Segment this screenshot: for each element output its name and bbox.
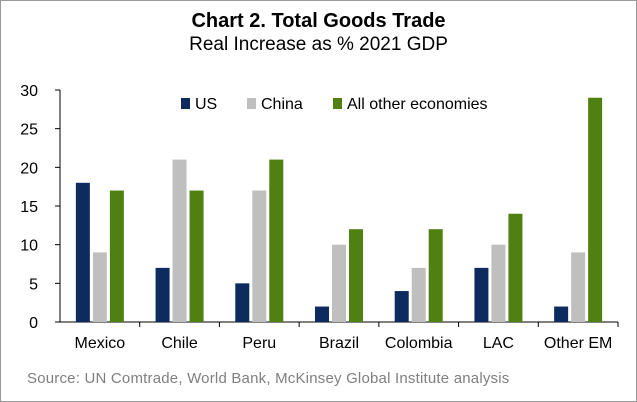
bar-us xyxy=(235,283,250,322)
bars xyxy=(75,97,603,322)
bar-us xyxy=(394,291,409,322)
legend-swatch xyxy=(247,98,256,109)
bar-china xyxy=(92,252,107,322)
chart-subtitle: Real Increase as % 2021 GDP xyxy=(189,34,448,55)
bar-china xyxy=(491,244,506,322)
bar-all-other-economies xyxy=(269,159,284,322)
x-tick-label: Chile xyxy=(161,335,198,352)
bar-all-other-economies xyxy=(508,213,523,322)
bar-all-other-economies xyxy=(109,190,124,322)
legend-swatch xyxy=(333,98,342,109)
bar-all-other-economies xyxy=(428,229,443,322)
bar-all-other-economies xyxy=(588,97,603,322)
bar-us xyxy=(155,267,170,322)
bar-china xyxy=(332,244,346,322)
bar-china xyxy=(252,190,267,322)
bar-china xyxy=(411,267,426,322)
legend-label: US xyxy=(195,96,217,113)
legend: US China All other economies xyxy=(181,96,488,113)
x-tick-label: Other EM xyxy=(544,335,612,352)
bar-us xyxy=(315,306,329,322)
bar-all-other-economies xyxy=(189,190,204,322)
source-note: Source: UN Comtrade, World Bank, McKinse… xyxy=(27,370,510,387)
x-tick-label: LAC xyxy=(483,335,514,352)
bar-china xyxy=(571,252,586,322)
bar-us xyxy=(75,182,90,322)
bar-china xyxy=(172,159,187,322)
y-tick-label: 15 xyxy=(20,199,38,216)
bar-us xyxy=(554,306,569,322)
y-tick-label: 30 xyxy=(20,83,38,100)
legend-label: China xyxy=(261,96,303,113)
chart-title: Chart 2. Total Goods Trade xyxy=(191,10,446,32)
x-axis: Mexico Chile Peru Brazil Colombia LAC Other EM xyxy=(60,321,619,352)
y-tick-label: 25 xyxy=(20,122,38,139)
legend-label: All other economies xyxy=(347,96,488,113)
legend-swatch xyxy=(181,98,190,109)
y-tick-label: 10 xyxy=(20,238,38,255)
y-tick-label: 0 xyxy=(29,315,38,332)
x-tick-label: Brazil xyxy=(319,335,359,352)
bar-all-other-economies xyxy=(349,229,363,322)
y-axis: 0 5 10 15 20 25 30 xyxy=(20,83,61,332)
y-tick-label: 20 xyxy=(20,160,38,177)
x-tick-label: Colombia xyxy=(385,335,453,352)
x-tick-label: Peru xyxy=(242,335,276,352)
x-tick-label: Mexico xyxy=(75,335,126,352)
y-tick-label: 5 xyxy=(29,276,38,293)
bar-us xyxy=(474,267,489,322)
